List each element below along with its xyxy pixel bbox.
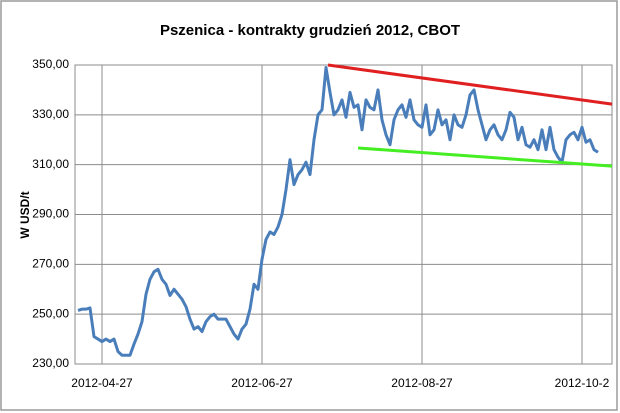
y-tick-label: 230,00 xyxy=(32,356,69,370)
trend-line xyxy=(327,63,613,106)
x-tick-label: 2012-08-27 xyxy=(391,376,453,390)
y-tick-label: 350,00 xyxy=(32,57,69,71)
y-tick-label: 310,00 xyxy=(32,157,69,171)
x-tick-label: 2012-10-2 xyxy=(555,376,610,390)
x-tick-label: 2012-04-27 xyxy=(71,376,133,390)
x-tick-label: 2012-06-27 xyxy=(231,376,293,390)
trend-line xyxy=(357,146,613,168)
chart-title: Pszenica - kontrakty grudzień 2012, CBOT xyxy=(160,22,460,39)
y-tick-label: 250,00 xyxy=(32,306,69,320)
y-axis-label: W USD/t xyxy=(18,191,32,238)
price-line xyxy=(77,65,599,357)
y-tick-label: 330,00 xyxy=(32,107,69,121)
y-tick-label: 290,00 xyxy=(32,207,69,221)
y-tick-label: 270,00 xyxy=(32,257,69,271)
